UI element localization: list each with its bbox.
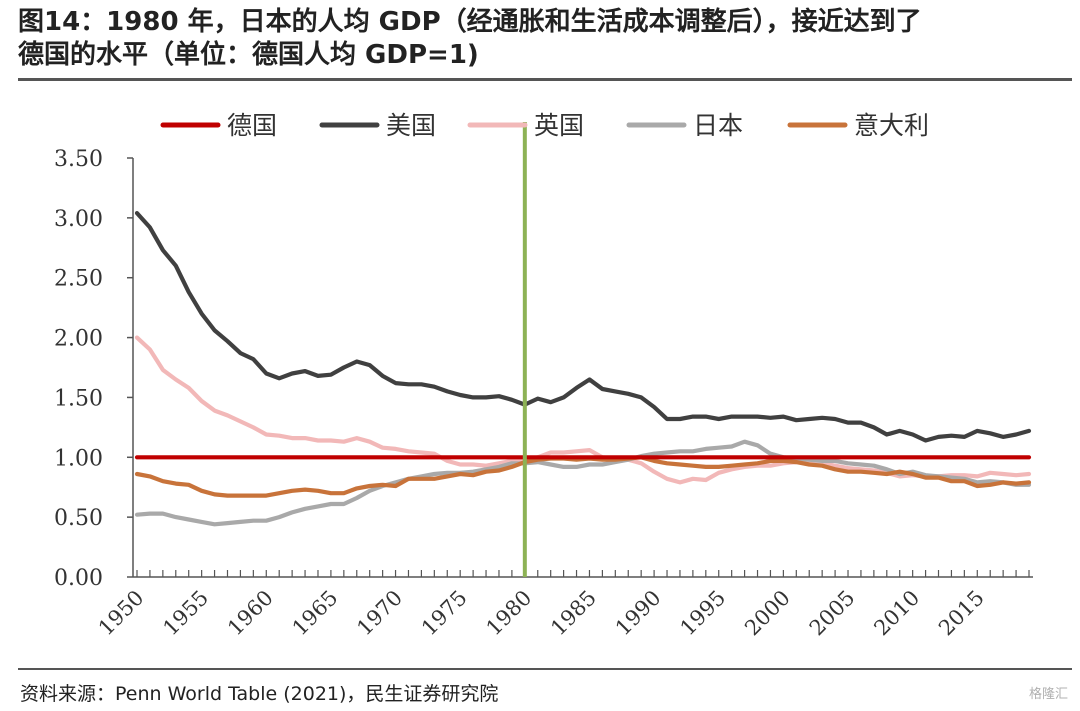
chart-title-line1: 图14：1980 年，日本的人均 GDP（经通胀和生活成本调整后），接近达到了: [18, 7, 922, 37]
chart-title: 图14：1980 年，日本的人均 GDP（经通胀和生活成本调整后），接近达到了 …: [18, 6, 1068, 72]
legend-label-4: 意大利: [854, 111, 929, 140]
legend-label-1: 美国: [386, 111, 436, 140]
y-tick-label: 0.50: [54, 506, 103, 531]
y-tick-label: 0.00: [54, 566, 103, 591]
y-tick-label: 1.00: [54, 446, 103, 471]
y-tick-label: 2.00: [54, 327, 103, 352]
y-tick-label: 1.50: [54, 386, 103, 411]
x-tick-label: 2005: [805, 586, 860, 641]
x-tick-label: 1950: [94, 586, 149, 641]
x-tick-label: 2015: [934, 586, 989, 641]
x-tick-label: 1980: [482, 586, 537, 641]
x-tick-label: 1970: [352, 586, 407, 641]
x-tick-label: 1995: [676, 586, 731, 641]
series-line-1: [134, 210, 1032, 443]
y-tick-label: 3.50: [54, 147, 103, 172]
x-tick-label: 1985: [546, 586, 601, 641]
x-tick-label: 1990: [611, 586, 666, 641]
footer-divider: [18, 668, 1072, 670]
y-tick-label: 2.50: [54, 267, 103, 292]
x-tick-label: 1975: [417, 586, 472, 641]
series-line-3: [134, 439, 1032, 527]
legend-label-0: 德国: [227, 111, 277, 140]
chart-title-line2: 德国的水平（单位：德国人均 GDP=1): [18, 40, 479, 70]
legend-label-2: 英国: [534, 111, 584, 140]
source-note: 资料来源：Penn World Table (2021)，民生证券研究院: [20, 683, 499, 705]
x-tick-label: 1955: [158, 586, 213, 641]
title-divider: [18, 78, 1072, 81]
x-tick-label: 2010: [869, 586, 924, 641]
x-tick-label: 1965: [288, 586, 343, 641]
watermark-logo: 格隆汇: [1028, 687, 1068, 702]
line-chart: 0.00 0.50 1.00 1.50 2.00 2.50 3.00 3.50 1950 1955…: [54, 111, 1033, 641]
legend-label-3: 日本: [693, 111, 743, 140]
x-tick-label: 1960: [223, 586, 278, 641]
x-tick-label: 2000: [740, 586, 795, 641]
y-tick-label: 3.00: [54, 207, 103, 232]
